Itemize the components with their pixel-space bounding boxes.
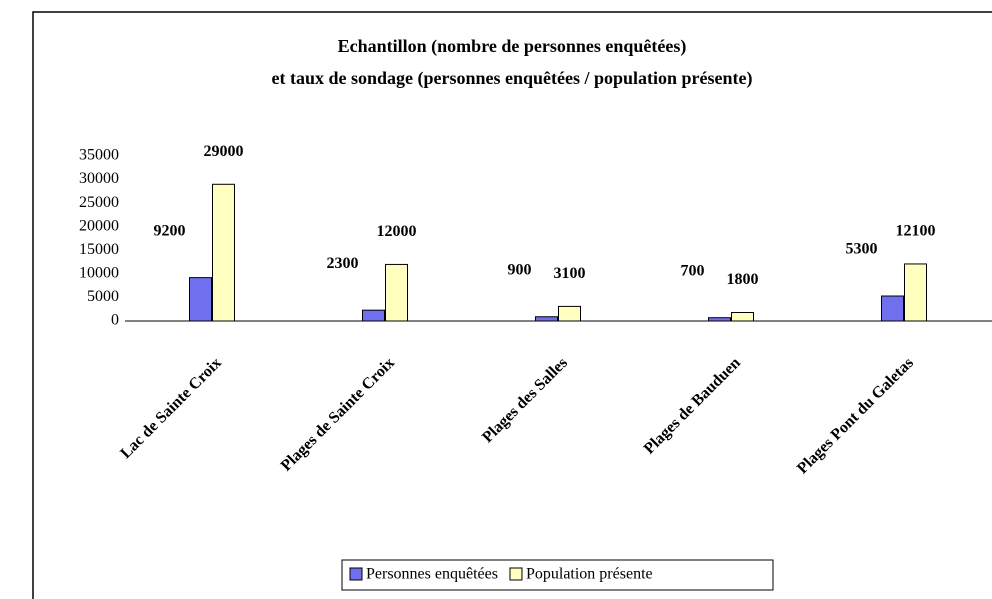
bar bbox=[708, 317, 731, 322]
bar bbox=[731, 312, 754, 322]
legend-box bbox=[341, 559, 774, 591]
value-label: 1800 bbox=[727, 271, 759, 288]
legend-swatch bbox=[349, 567, 363, 581]
bar bbox=[212, 183, 235, 322]
bar bbox=[535, 316, 558, 322]
value-label: 2300 bbox=[327, 255, 359, 272]
chart-subtitle: et taux de sondage (personnes enquêtées … bbox=[271, 68, 752, 89]
y-tick-label: 35000 bbox=[79, 147, 119, 164]
value-label: 9200 bbox=[154, 222, 186, 239]
y-tick-label: 0 bbox=[111, 312, 119, 329]
y-tick-label: 10000 bbox=[79, 265, 119, 282]
bar bbox=[189, 277, 212, 322]
y-tick-label: 30000 bbox=[79, 170, 119, 187]
value-label: 900 bbox=[508, 261, 532, 278]
bar bbox=[881, 295, 904, 322]
value-label: 5300 bbox=[846, 241, 878, 258]
value-label: 29000 bbox=[204, 143, 244, 160]
chart-border bbox=[32, 11, 992, 599]
legend-swatch bbox=[509, 567, 523, 581]
y-tick-label: 15000 bbox=[79, 241, 119, 258]
legend-label: Personnes enquêtées bbox=[366, 566, 498, 583]
value-label: 12000 bbox=[377, 223, 417, 240]
bar bbox=[385, 263, 408, 322]
value-label: 12100 bbox=[896, 223, 936, 240]
y-tick-label: 5000 bbox=[87, 288, 119, 305]
y-tick-label: 25000 bbox=[79, 194, 119, 211]
value-label: 3100 bbox=[554, 265, 586, 282]
bar bbox=[904, 263, 927, 322]
chart-title: Echantillon (nombre de personnes enquêté… bbox=[338, 36, 687, 57]
bar bbox=[362, 309, 385, 322]
value-label: 700 bbox=[681, 262, 705, 279]
bar bbox=[558, 305, 581, 322]
legend-label: Population présente bbox=[526, 566, 653, 583]
y-tick-label: 20000 bbox=[79, 217, 119, 234]
